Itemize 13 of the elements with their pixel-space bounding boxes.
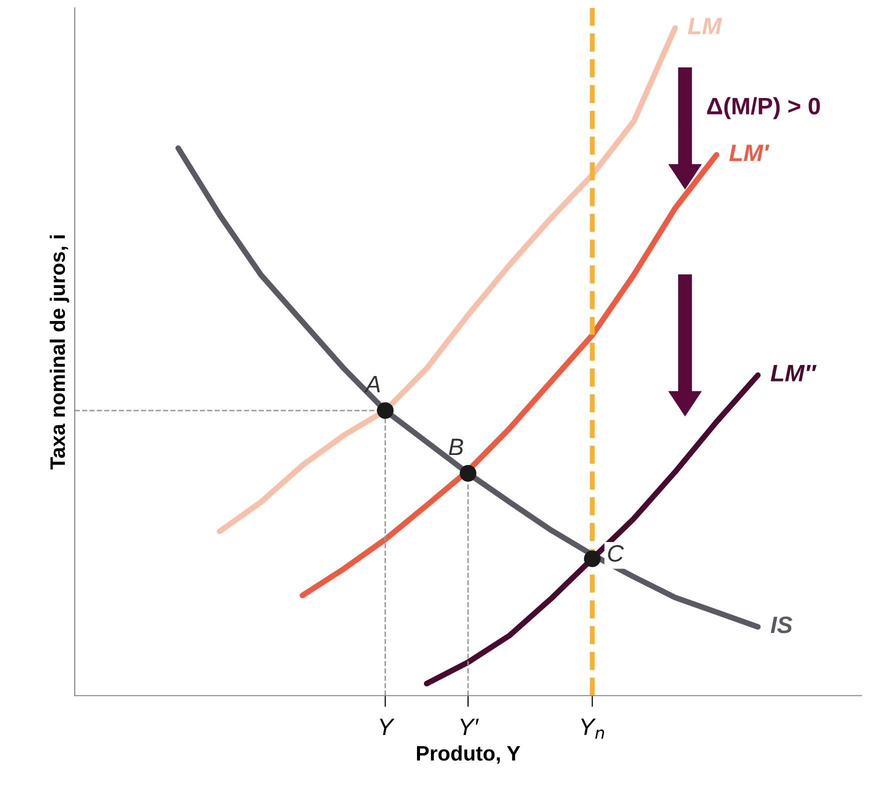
- annotation: B: [448, 438, 464, 456]
- annotation: C: [608, 545, 624, 562]
- annotation: A: [364, 376, 380, 392]
- series-label: LM: [688, 18, 722, 34]
- x-tick-label: Y′: [460, 718, 479, 735]
- x-tick-label: Y$_{n}$: [581, 718, 604, 739]
- x-tick-label: Y: [380, 718, 395, 735]
- series-label: IS: [770, 616, 792, 634]
- y-axis-title: Taxa nominal de juros, i: [50, 235, 70, 470]
- annotation: Δ(M/P) > 0: [707, 97, 820, 120]
- series-label: LM′: [729, 144, 770, 161]
- series-label: LM″: [770, 365, 817, 382]
- x-axis-title: Produto, Y: [416, 745, 520, 764]
